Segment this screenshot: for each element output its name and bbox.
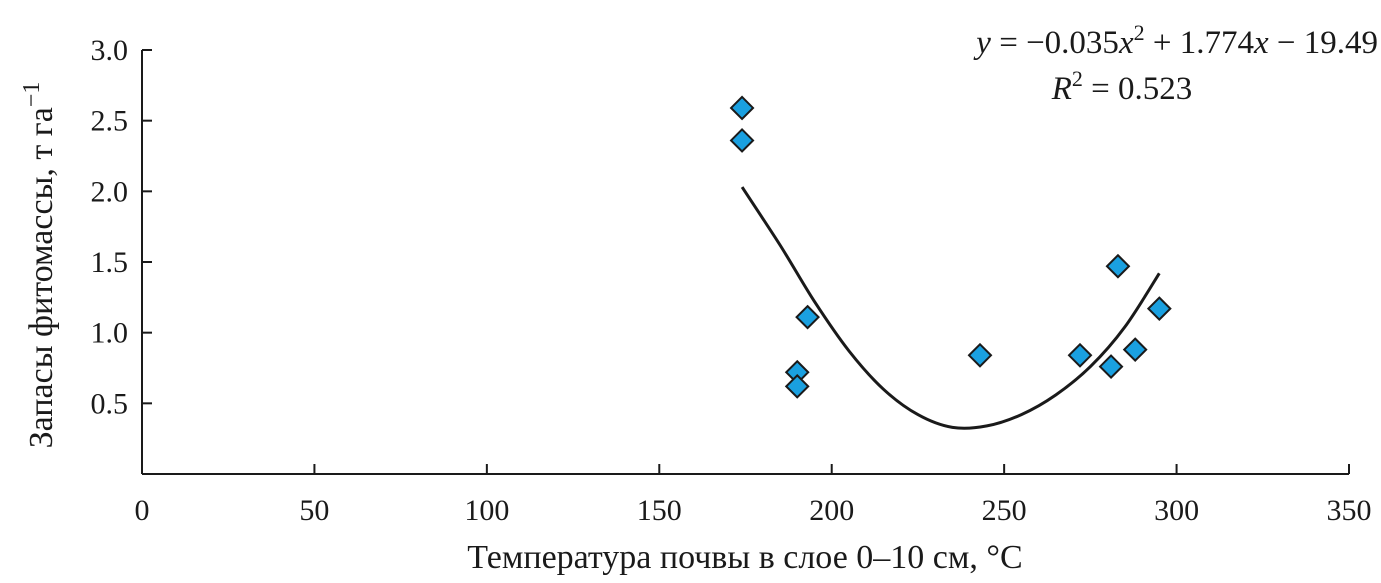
data-point bbox=[1067, 342, 1093, 368]
x-tick-label: 0 bbox=[135, 494, 150, 527]
data-point bbox=[795, 304, 820, 330]
trendline-equation: y = −0.035x2 + 1.774x − 19.49 bbox=[973, 20, 1378, 61]
x-tick-label: 150 bbox=[637, 494, 682, 527]
eq-coef-a: = −0.035 bbox=[991, 25, 1119, 61]
x-tick-label: 250 bbox=[982, 494, 1027, 527]
eq-x1: x bbox=[1118, 25, 1134, 61]
x-tick-label: 100 bbox=[464, 494, 509, 527]
y-tick-label: 2.5 bbox=[91, 105, 129, 138]
data-point bbox=[967, 342, 993, 368]
y-tick-label: 3.0 bbox=[91, 34, 129, 67]
data-point bbox=[1098, 354, 1124, 380]
x-ticks: 0 50 100 150 200 250 300 350 bbox=[135, 464, 1372, 527]
x-tick-label: 50 bbox=[299, 494, 329, 527]
data-points bbox=[729, 95, 1172, 399]
y-tick-label: 1.0 bbox=[91, 317, 129, 350]
x-tick-label: 300 bbox=[1154, 494, 1199, 527]
r-squared-label: R2 = 0.523 bbox=[1051, 66, 1193, 107]
data-point bbox=[1105, 253, 1131, 279]
eq-x2: x bbox=[1253, 25, 1269, 61]
eq-y: y bbox=[973, 25, 991, 61]
data-point bbox=[729, 95, 755, 121]
y-tick-label: 1.5 bbox=[91, 246, 129, 279]
eq-coef-c: − 19.49 bbox=[1269, 25, 1378, 61]
y-axis-title-main: Запасы фитомассы, т га bbox=[23, 107, 60, 448]
y-axis-title: Запасы фитомассы, т га−1 bbox=[19, 82, 60, 449]
eq-coef-b: + 1.774 bbox=[1145, 25, 1254, 61]
r2-sup: 2 bbox=[1072, 66, 1083, 91]
y-axis-title-superscript: −1 bbox=[19, 82, 45, 108]
x-tick-label: 200 bbox=[809, 494, 854, 527]
y-ticks: 0.5 1.0 1.5 2.0 2.5 3.0 bbox=[91, 34, 152, 420]
data-point bbox=[729, 128, 755, 153]
data-point bbox=[1146, 296, 1172, 322]
r2-value: = 0.523 bbox=[1083, 71, 1192, 107]
x-tick-label: 350 bbox=[1327, 494, 1372, 527]
trendline-curve bbox=[740, 186, 1161, 430]
y-tick-label: 0.5 bbox=[91, 387, 129, 420]
y-tick-label: 2.0 bbox=[91, 175, 129, 208]
data-point bbox=[1122, 337, 1148, 363]
data-point bbox=[784, 373, 810, 399]
eq-sup: 2 bbox=[1134, 20, 1145, 45]
x-axis-title: Температура почвы в слое 0–10 см, °C bbox=[467, 539, 1022, 576]
r2-r: R bbox=[1051, 71, 1072, 107]
